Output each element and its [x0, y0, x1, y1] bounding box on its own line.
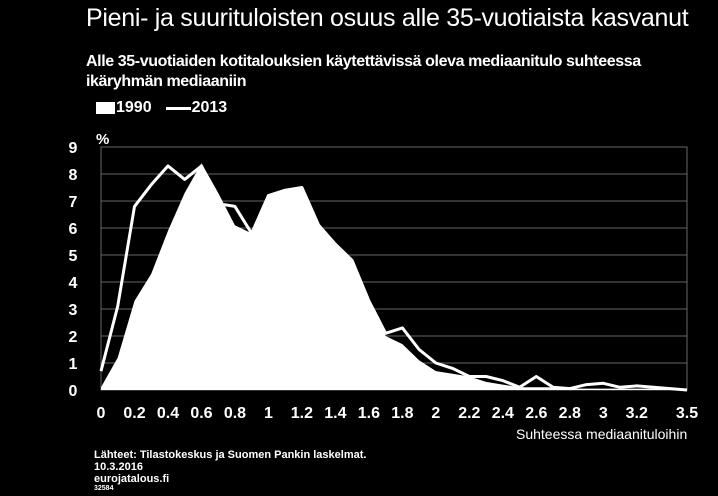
y-tick-label: 2 [69, 329, 78, 346]
y-tick-label: 6 [69, 221, 78, 238]
series-line-2013 [99, 164, 688, 392]
y-tick-label: 1 [69, 356, 78, 373]
source-text: Lähteet: Tilastokeskus ja Suomen Pankin … [94, 449, 367, 461]
y-tick-label: 0 [69, 383, 78, 400]
x-tick-label: 2.2 [458, 405, 480, 422]
y-tick-label: 9 [69, 140, 78, 157]
x-tick-label: 0 [97, 405, 106, 422]
legend-swatch-line [165, 106, 191, 110]
x-tick-label: 0.4 [157, 405, 179, 422]
x-tick-label: 1.8 [391, 405, 413, 422]
x-tick-label: 3.2 [626, 405, 648, 422]
x-axis-label: Suhteessa mediaanituloihin [516, 426, 688, 442]
x-tick-label: 0.6 [190, 405, 212, 422]
legend: 1990 2013 [96, 99, 241, 117]
x-tick-label: 1.2 [291, 405, 313, 422]
chart-subtitle: Alle 35-vuotiaiden kotitalouksien käytet… [86, 53, 641, 90]
x-tick-label: 1 [264, 405, 273, 422]
x-tick-label: 3 [599, 405, 608, 422]
x-tick-label: 2.4 [492, 405, 514, 422]
legend-label-2013: 2013 [191, 99, 228, 116]
x-tick-label: 0.8 [224, 405, 246, 422]
x-tick-label: 2 [431, 405, 440, 422]
y-axis-unit: % [96, 131, 110, 148]
source-note: Lähteet: Tilastokeskus ja Suomen Pankin … [94, 449, 366, 493]
source-site: eurojatalous.fi [94, 473, 170, 485]
y-tick-label: 4 [69, 275, 78, 292]
y-tick-label: 8 [69, 167, 78, 184]
y-tick-label: 3 [69, 302, 78, 319]
source-id: 32584 [94, 485, 114, 492]
y-tick-label: 5 [69, 248, 78, 265]
legend-swatch-area [96, 102, 115, 114]
x-tick-label: 0.2 [123, 405, 145, 422]
source-date: 10.3.2016 [94, 461, 143, 473]
x-tick-label: 3.5 [676, 405, 698, 422]
x-tick-label: 1.4 [324, 405, 346, 422]
legend-item-2013: 2013 [165, 99, 228, 117]
x-tick-label: 2.6 [525, 405, 547, 422]
y-tick-label: 7 [69, 194, 78, 211]
legend-label-1990: 1990 [116, 99, 152, 116]
x-tick-label: 1.6 [358, 405, 380, 422]
series-area-1990 [101, 163, 687, 390]
chart-title: Pieni- ja suurituloisten osuus alle 35-v… [86, 4, 689, 32]
legend-item-1990: 1990 [96, 99, 152, 117]
x-tick-label: 2.8 [559, 405, 581, 422]
